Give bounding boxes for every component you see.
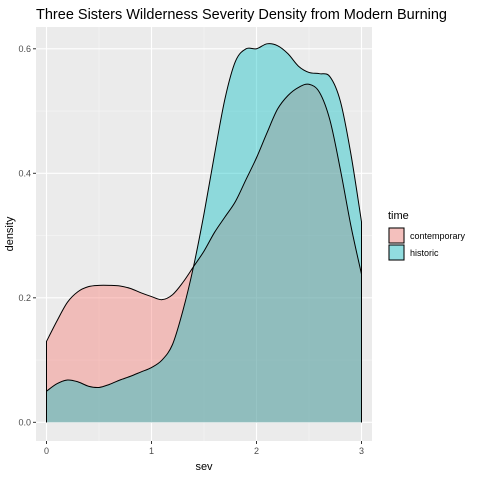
x-axis-title: sev (195, 461, 213, 473)
y-axis: 0.0 0.2 0.4 0.6 (18, 44, 36, 427)
y-tick-label: 0.2 (18, 293, 31, 303)
legend-title: time (388, 210, 409, 222)
density-line-contemporary (46, 83, 362, 423)
density-line-historic (46, 43, 362, 423)
chart-title: Three Sisters Wilderness Severity Densit… (36, 7, 447, 23)
x-tick-label: 0 (44, 446, 49, 456)
y-tick-label: 0.0 (18, 417, 31, 427)
density-area-contemporary (46, 84, 362, 423)
x-axis: 0 1 2 3 (44, 441, 364, 456)
density-outlines (46, 43, 362, 423)
density-area-historic (46, 43, 362, 423)
y-tick-label: 0.6 (18, 44, 31, 54)
x-tick-label: 2 (254, 446, 259, 456)
density-areas (46, 43, 362, 423)
legend: time contemporary historic (388, 210, 466, 261)
x-tick-label: 3 (359, 446, 364, 456)
legend-label-historic: historic (410, 248, 439, 258)
minor-gridlines (36, 27, 372, 441)
y-tick-label: 0.4 (18, 168, 31, 178)
legend-key-contemporary (388, 227, 405, 244)
x-tick-label: 1 (149, 446, 154, 456)
legend-key-historic (388, 244, 405, 261)
legend-swatch-historic (388, 244, 405, 261)
y-axis-title: density (4, 216, 16, 251)
legend-swatch-contemporary (388, 227, 405, 244)
legend-label-contemporary: contemporary (410, 231, 466, 241)
